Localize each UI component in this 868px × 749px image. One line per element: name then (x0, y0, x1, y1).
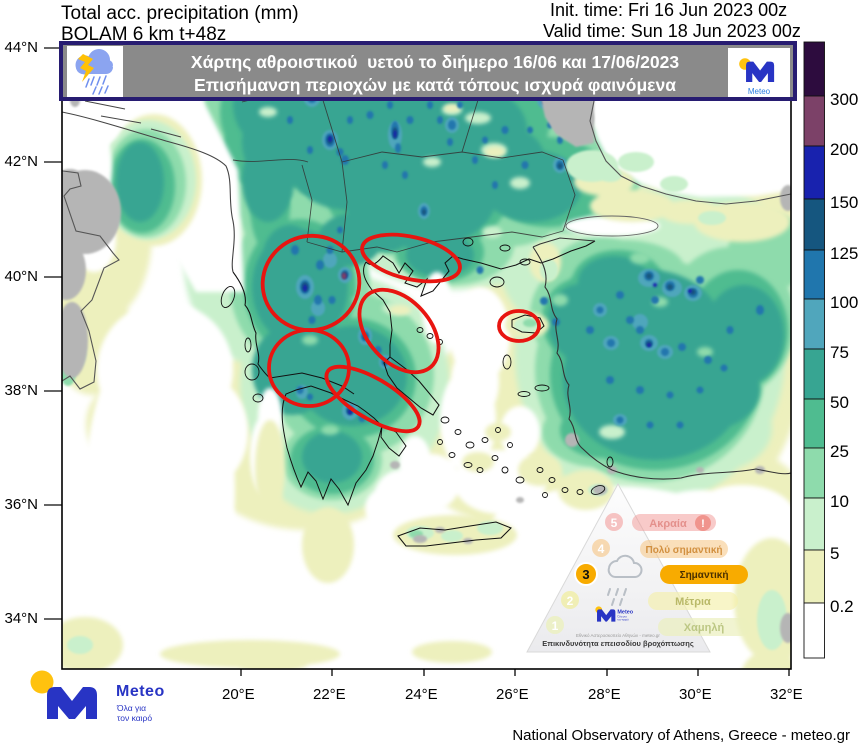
svg-text:2: 2 (567, 594, 574, 608)
svg-text:Όλα για: Όλα για (616, 615, 627, 619)
svg-text:Επικινδυνότητα επεισοδίου βροχ: Επικινδυνότητα επεισοδίου βροχόπτωσης (542, 639, 694, 648)
svg-text:Meteo: Meteo (748, 87, 771, 96)
svg-text:Όλα για: Όλα για (116, 703, 146, 713)
svg-text:Meteo: Meteo (116, 683, 165, 700)
svg-text:Meteo: Meteo (617, 609, 633, 615)
svg-text:τον καιρό: τον καιρό (617, 618, 629, 622)
svg-text:!: ! (701, 518, 705, 530)
svg-text:Ακραία: Ακραία (649, 518, 687, 530)
svg-text:Χαμηλή: Χαμηλή (684, 622, 725, 634)
svg-text:Εθνικό Αστεροσκοπείο Αθηνών -: Εθνικό Αστεροσκοπείο Αθηνών - meteo.gr (576, 632, 660, 638)
svg-text:Μέτρια: Μέτρια (675, 596, 711, 608)
svg-text:1: 1 (552, 619, 559, 633)
svg-text:Σημαντική: Σημαντική (680, 570, 729, 581)
svg-text:3: 3 (582, 567, 589, 582)
svg-text:4: 4 (598, 542, 605, 556)
svg-text:Πολύ σημαντική: Πολύ σημαντική (645, 545, 722, 556)
svg-text:τον καιρό: τον καιρό (117, 713, 152, 723)
svg-text:5: 5 (611, 516, 618, 530)
